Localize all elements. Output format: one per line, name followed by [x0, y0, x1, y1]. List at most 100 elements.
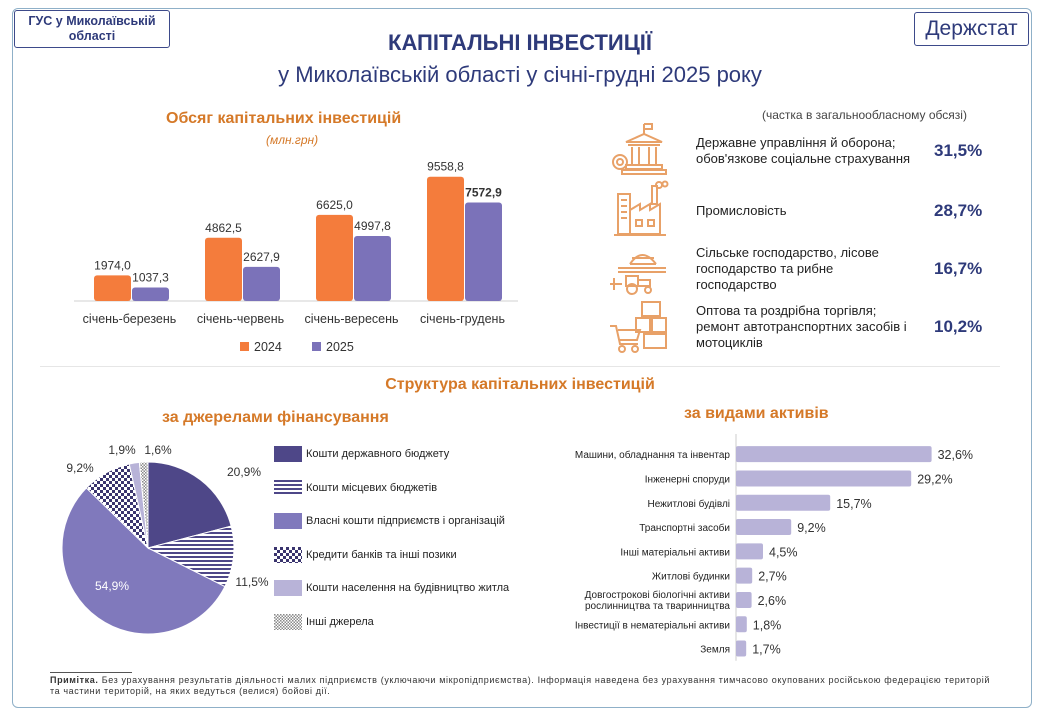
- asset-bar-value: 9,2%: [797, 521, 826, 535]
- legend-label: Кошти населення на будівництво житла: [306, 582, 510, 594]
- shopping-cart-icon: [610, 301, 667, 353]
- asset-category-label: Земля: [700, 645, 730, 656]
- pie-slice-label: 1,9%: [108, 443, 136, 457]
- legend-swatch: [274, 546, 302, 563]
- asset-bar-value: 32,6%: [938, 448, 973, 462]
- x-tick-label: січень-березень: [83, 312, 177, 326]
- legend-label: Кредити банків та інші позики: [306, 548, 457, 561]
- structure-title: Структура капітальних інвестицій: [385, 376, 655, 393]
- asset-bar-0: [736, 446, 932, 463]
- footnote-text: Без урахування результатів діяльності ма…: [50, 675, 990, 696]
- legend-label-2024: 2024: [254, 340, 282, 354]
- x-tick-label: січень-грудень: [420, 312, 505, 326]
- asset-category-label: Житлові будинки: [652, 571, 730, 583]
- pie-slice-5: [138, 461, 149, 549]
- bar-2025-3: [465, 202, 502, 301]
- asset-category-label: Довгострокові біологічні активи: [585, 589, 730, 601]
- bar-2024-0: [94, 275, 131, 301]
- legend-swatch: [274, 446, 302, 462]
- bar-2024-2: [316, 214, 353, 301]
- pie-slice-2: [61, 487, 226, 635]
- asset-category-label: Інвестиції в нематеріальні активи: [575, 620, 730, 631]
- bar-value-label: 1974,0: [94, 258, 131, 272]
- page-subtitle: у Миколаївській області у січні-грудні 2…: [278, 62, 762, 87]
- page-title: КАПІТАЛЬНІ ІНВЕСТИЦІЇ: [388, 30, 652, 55]
- asset-bar-value: 4,5%: [769, 545, 798, 559]
- bar-value-label: 4862,5: [205, 221, 242, 235]
- sector-label: Сільське господарство, лісове господарст…: [696, 245, 879, 292]
- infographic-frame: [12, 8, 1032, 708]
- sector-share-note: (частка в загальнообласному обсязі): [762, 108, 967, 122]
- bar-value-label: 9558,8: [427, 160, 464, 174]
- x-tick-label: січень-вересень: [304, 312, 398, 326]
- asset-bar-3: [736, 519, 792, 536]
- assets-bar-chart: 32,6% Машини, обладнання та інвентар 29,2%…: [575, 434, 973, 661]
- asset-bar-value: 1,7%: [752, 643, 781, 657]
- legend-swatch-2024: [240, 342, 249, 351]
- legend-label-2025: 2025: [326, 340, 354, 354]
- sector-label: Державне управління й оборона; обов'язко…: [696, 135, 911, 166]
- asset-category-label: рослинництва та тваринництва: [585, 601, 730, 612]
- pie-slice-label: 54,9%: [95, 579, 129, 593]
- asset-bar-value: 1,8%: [753, 618, 782, 632]
- legend-label: Власні кошти підприємств і організацій: [306, 515, 505, 527]
- asset-bar-2: [736, 494, 831, 511]
- volume-chart-title: Обсяг капітальних інвестицій: [166, 110, 402, 127]
- bar-2024-3: [427, 176, 464, 301]
- legend-swatch: [274, 613, 302, 630]
- asset-bar-value: 15,7%: [836, 497, 871, 511]
- bar-2025-2: [354, 236, 391, 301]
- sector-row-trade: Оптова та роздрібна торгівля; ремонт авт…: [604, 296, 1004, 358]
- legend-swatch: [274, 580, 302, 596]
- sector-value: 31,5%: [934, 141, 983, 160]
- bar-value-label: 4997,8: [354, 219, 391, 233]
- pie-slice-label: 1,6%: [144, 443, 172, 457]
- bar-2025-1: [243, 266, 280, 301]
- x-tick-label: січень-червень: [197, 312, 284, 326]
- sector-value: 10,2%: [934, 317, 983, 336]
- footnote: Примітка. Без урахування результатів дія…: [50, 675, 990, 696]
- asset-category-label: Машини, обладнання та інвентар: [575, 449, 731, 461]
- pie-slice-label: 20,9%: [227, 465, 261, 479]
- asset-category-label: Нежитлові будівлі: [648, 498, 731, 510]
- asset-bar-value: 2,7%: [758, 570, 787, 584]
- bar-value-label: 6625,0: [316, 198, 353, 212]
- footnote-label: Примітка.: [50, 675, 99, 685]
- note-separator: [50, 672, 132, 673]
- farm-tractor-icon: [610, 254, 666, 295]
- asset-category-label: Інженерні споруди: [645, 474, 730, 485]
- asset-bar-value: 2,6%: [758, 594, 787, 608]
- asset-bar-value: 29,2%: [917, 472, 952, 486]
- pie-slice-1: [146, 525, 235, 588]
- asset-bar-6: [736, 591, 752, 608]
- asset-category-label: Транспортні засоби: [639, 522, 730, 534]
- volume-chart-unit: (млн.грн): [266, 133, 319, 147]
- pie-slice-0: [147, 461, 232, 549]
- sources-title: за джерелами фінансування: [162, 409, 389, 426]
- sector-row-industry: Промисловість 28,7%: [604, 180, 1004, 242]
- bar-2024-1: [205, 237, 242, 301]
- bar-value-label: 1037,3: [132, 271, 169, 285]
- asset-bar-4: [736, 543, 763, 560]
- section-divider: [40, 366, 1000, 367]
- sector-value: 28,7%: [934, 201, 983, 220]
- sector-row-government: Державне управління й оборона; обов'язко…: [604, 120, 1004, 182]
- legend-label: Кошти державного бюджету: [306, 448, 450, 460]
- legend-swatch: [274, 479, 302, 496]
- derzhstat-logo[interactable]: Держстат: [914, 12, 1029, 46]
- asset-bar-1: [736, 470, 912, 487]
- bar-value-label: 7572,9: [465, 186, 502, 200]
- sources-pie-chart: 20,9% 11,5% 54,9% 9,2% 1,9% 1,6%: [61, 443, 269, 635]
- bar-2025-0: [132, 287, 169, 301]
- asset-bar-8: [736, 640, 747, 657]
- legend-swatch-2025: [312, 342, 321, 351]
- sector-row-agriculture: Сільське господарство, лісове господарст…: [604, 238, 1004, 300]
- assets-title: за видами активів: [684, 405, 829, 422]
- pie-slice-label: 11,5%: [235, 575, 268, 589]
- legend-swatch: [274, 513, 302, 529]
- asset-bar-7: [736, 616, 747, 633]
- legend-label: Кошти місцевих бюджетів: [306, 481, 438, 494]
- sector-value: 16,7%: [934, 259, 983, 278]
- legend-label: Інші джерела: [306, 615, 374, 628]
